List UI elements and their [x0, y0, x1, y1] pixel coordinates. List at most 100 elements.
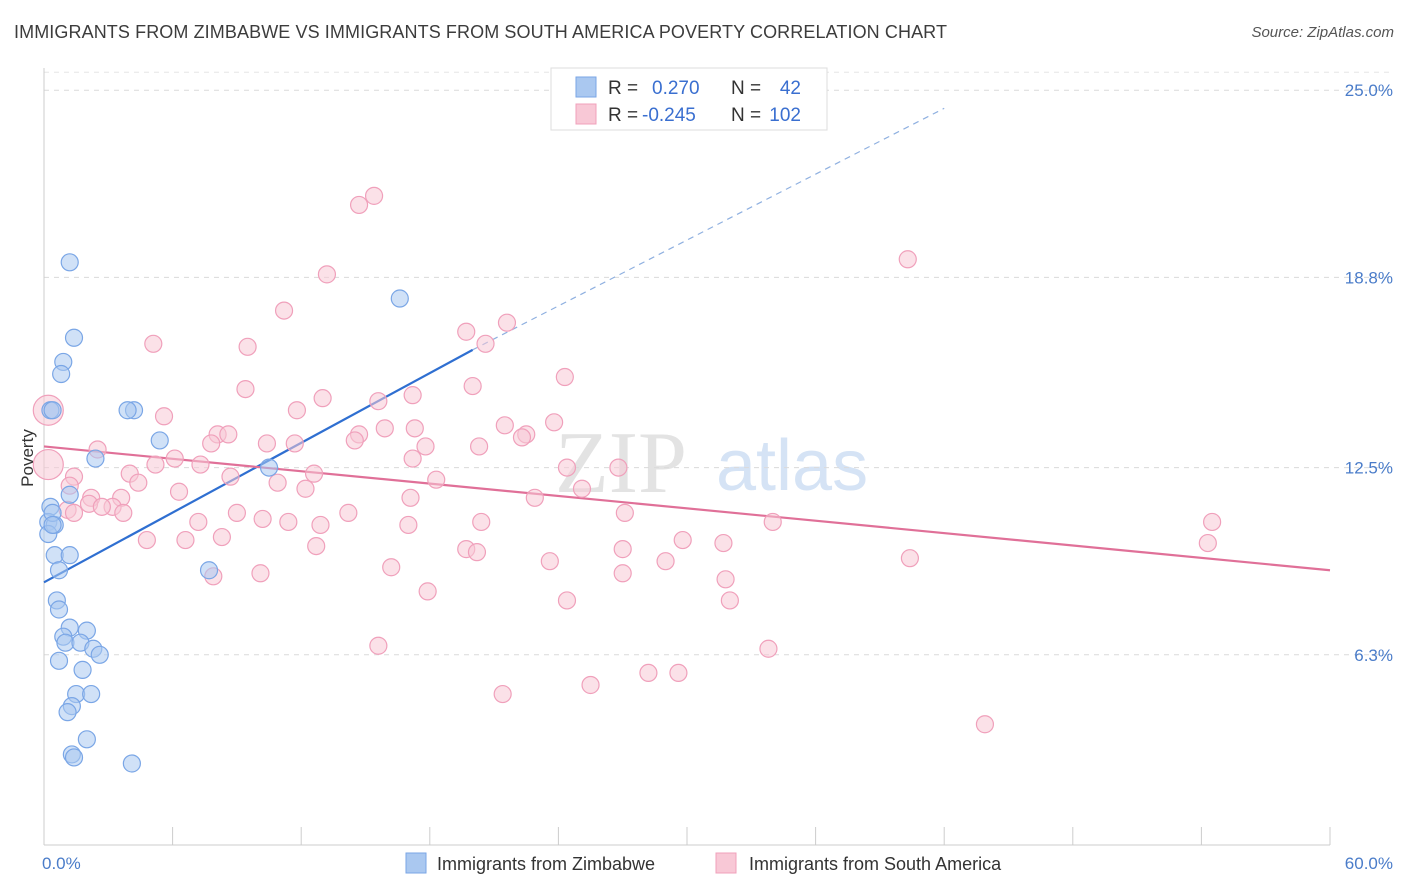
point-zimbabwe [199, 561, 219, 580]
x-tick-label-min: 0.0% [42, 854, 81, 873]
point-zimbabwe [49, 561, 69, 580]
point-south-america [457, 322, 476, 341]
point-south-america [898, 250, 917, 269]
point-south-america [364, 186, 384, 205]
series-legend: Immigrants from Zimbabwe Immigrants from… [405, 852, 1002, 874]
point-south-america [219, 425, 238, 444]
point-south-america [557, 591, 577, 610]
point-south-america [339, 503, 358, 522]
point-south-america [191, 455, 210, 474]
watermark: ZIP atlas [555, 415, 868, 512]
point-south-america [472, 512, 491, 532]
point-south-america [212, 527, 231, 547]
point-south-america [557, 458, 577, 477]
point-zimbabwe [43, 401, 62, 420]
point-south-america [202, 434, 221, 453]
point-south-america [169, 482, 189, 501]
point-south-america [416, 437, 435, 456]
legend-r-value: 0.270 [652, 78, 700, 99]
point-south-america [64, 503, 84, 522]
point-south-america [900, 549, 920, 568]
chart-title: IMMIGRANTS FROM ZIMBABWE VS IMMIGRANTS F… [14, 22, 948, 42]
point-zimbabwe [49, 651, 69, 670]
point-south-america [403, 449, 422, 468]
point-south-america [227, 503, 246, 522]
point-south-america [307, 536, 326, 556]
point-south-america [345, 431, 364, 450]
point-south-america [403, 386, 422, 405]
point-zimbabwe [118, 401, 137, 420]
point-south-america [238, 337, 257, 356]
legend-n-value: 42 [780, 78, 801, 99]
point-south-america [401, 488, 420, 507]
point-south-america [144, 334, 163, 353]
axes [43, 68, 1331, 846]
point-south-america [399, 515, 418, 535]
point-south-america [497, 313, 517, 332]
point-zimbabwe [73, 660, 92, 679]
point-zimbabwe [122, 754, 141, 773]
point-south-america [304, 464, 324, 483]
point-south-america [720, 591, 739, 610]
legend-r-label: R = [608, 78, 638, 99]
point-zimbabwe [390, 289, 409, 308]
point-south-america [114, 503, 133, 522]
trend-lines [43, 107, 1331, 584]
point-south-america [759, 639, 778, 658]
point-south-america [669, 663, 688, 683]
y-axis-title: Poverty [18, 429, 37, 487]
x-tick-label-max: 60.0% [1345, 854, 1393, 873]
point-south-america [146, 455, 165, 474]
point-zimbabwe [259, 458, 279, 477]
point-south-america [1203, 512, 1222, 532]
watermark-atlas: atlas [716, 426, 868, 506]
point-south-america [427, 470, 446, 489]
point-south-america [279, 512, 298, 532]
point-south-america [92, 497, 111, 516]
point-south-america [495, 416, 514, 435]
point-south-america [1198, 533, 1217, 553]
grid [44, 71, 1392, 656]
point-south-america [673, 530, 692, 550]
legend-n-label: N = [731, 105, 761, 126]
legend-swatch-south-america [575, 103, 597, 125]
point-south-america [763, 512, 782, 532]
point-south-america [493, 684, 512, 704]
point-south-america [311, 515, 330, 535]
point-south-america [253, 509, 272, 529]
point-south-america [545, 413, 564, 432]
point-south-america [382, 558, 401, 577]
point-south-america [572, 479, 592, 498]
legend-n-label: N = [731, 78, 761, 99]
point-south-america [469, 437, 489, 456]
point-south-america [154, 407, 174, 426]
series-label-south-america: Immigrants from South America [749, 854, 1002, 874]
point-zimbabwe [86, 449, 105, 468]
point-south-america [268, 473, 287, 492]
point-zimbabwe [90, 645, 109, 664]
point-south-america [613, 564, 632, 583]
point-south-america [405, 419, 424, 438]
point-south-america [165, 449, 184, 468]
point-south-america [463, 376, 482, 396]
y-tick-label: 12.5% [1345, 459, 1393, 478]
point-south-america [375, 419, 394, 438]
point-south-america [714, 533, 733, 553]
point-south-america [313, 389, 332, 408]
y-tick-label: 6.3% [1354, 646, 1393, 665]
point-zimbabwe [43, 515, 62, 535]
point-south-america [581, 675, 600, 695]
point-zimbabwe [150, 431, 169, 450]
y-tick-labels: 6.3% 12.5% 18.8% 25.0% [1345, 81, 1393, 665]
trend-line-south-america [43, 445, 1331, 572]
point-south-america [287, 401, 307, 420]
point-zimbabwe [64, 328, 84, 347]
point-zimbabwe [60, 253, 79, 272]
point-south-america [296, 479, 315, 498]
point-south-america [512, 428, 532, 447]
point-south-america [285, 434, 304, 453]
y-tick-label: 25.0% [1345, 81, 1393, 100]
data-points [32, 186, 1222, 773]
point-zimbabwe [60, 485, 79, 504]
legend-r-value: -0.245 [642, 105, 696, 126]
